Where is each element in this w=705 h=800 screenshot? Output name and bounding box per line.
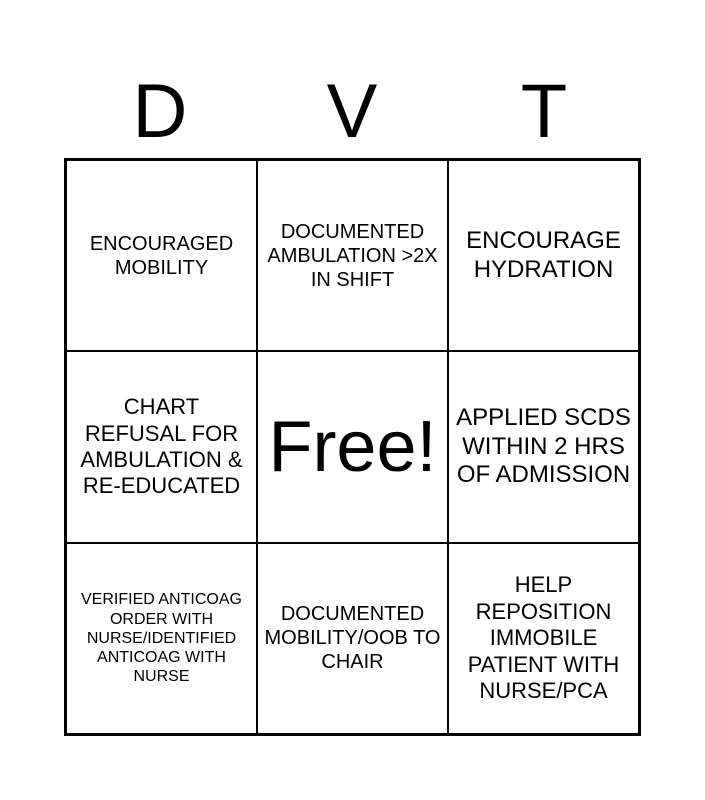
header-letter-d: D bbox=[132, 69, 188, 154]
header-letter-t: T bbox=[520, 69, 568, 154]
bingo-cell[interactable]: VERIFIED ANTICOAG ORDER WITH NURSE/IDENT… bbox=[66, 542, 257, 734]
bingo-cell[interactable]: ENCOURAGE HYDRATION bbox=[448, 160, 639, 352]
bingo-grid: ENCOURAGED MOBILITY DOCUMENTED AMBULATION… bbox=[64, 158, 641, 736]
bingo-cell[interactable]: ENCOURAGED MOBILITY bbox=[66, 160, 257, 352]
bingo-cell[interactable]: APPLIED SCDS WITHIN 2 HRS OF ADMISSION bbox=[448, 351, 639, 543]
free-space-cell[interactable]: Free! bbox=[257, 351, 448, 543]
bingo-cell[interactable]: CHART REFUSAL FOR AMBULATION & RE-EDUCAT… bbox=[66, 351, 257, 543]
bingo-cell[interactable]: HELP REPOSITION IMMOBILE PATIENT WITH NU… bbox=[448, 542, 639, 734]
header-letter-v: V bbox=[326, 69, 378, 154]
bingo-cell[interactable]: DOCUMENTED MOBILITY/OOB TO CHAIR bbox=[257, 542, 448, 734]
bingo-cell[interactable]: DOCUMENTED AMBULATION >2X IN SHIFT bbox=[257, 160, 448, 352]
